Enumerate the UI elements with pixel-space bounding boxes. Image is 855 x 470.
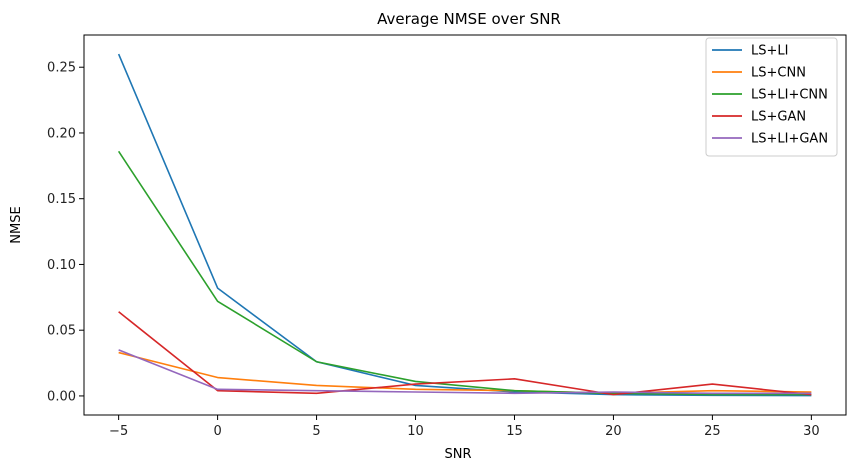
y-tick-label: 0.00 bbox=[47, 389, 76, 404]
legend-label: LS+LI bbox=[751, 44, 788, 59]
plot-frame bbox=[83, 34, 847, 416]
x-axis-label: SNR bbox=[444, 447, 471, 462]
series-line-ls-gan bbox=[118, 311, 812, 396]
y-tick-label: 0.20 bbox=[47, 126, 76, 141]
y-tick-label: 0.15 bbox=[47, 192, 76, 207]
y-tick-label: 0.10 bbox=[47, 258, 76, 273]
y-tick-label: 0.25 bbox=[47, 61, 76, 76]
x-tick-label: 0 bbox=[213, 424, 221, 439]
series-line-ls-li-gan bbox=[118, 349, 812, 395]
x-tick-label: 10 bbox=[407, 424, 424, 439]
legend-label: LS+CNN bbox=[751, 66, 806, 81]
x-tick-label: −5 bbox=[109, 424, 128, 439]
x-axis: −5 0 5 10 15 20 25 30 bbox=[109, 415, 820, 439]
legend-label: LS+LI+CNN bbox=[751, 88, 828, 103]
x-tick-label: 15 bbox=[506, 424, 523, 439]
chart-title: Average NMSE over SNR bbox=[377, 10, 561, 28]
x-tick-label: 5 bbox=[312, 424, 320, 439]
x-tick-label: 30 bbox=[803, 424, 820, 439]
plot-area bbox=[117, 53, 812, 397]
legend-label: LS+LI+GAN bbox=[751, 132, 828, 147]
series-line-ls-cnn bbox=[118, 351, 812, 395]
legend-label: LS+GAN bbox=[751, 110, 806, 125]
y-axis: 0.00 0.05 0.10 0.15 0.20 0.25 bbox=[47, 61, 84, 404]
x-tick-label: 20 bbox=[605, 424, 622, 439]
series-line-ls-li-cnn bbox=[117, 150, 812, 396]
legend: LS+LI LS+CNN LS+LI+CNN LS+GAN LS+LI+GAN bbox=[705, 37, 838, 157]
legend-box bbox=[705, 37, 838, 157]
x-tick-label: 25 bbox=[704, 424, 721, 439]
y-axis-label: NMSE bbox=[9, 206, 24, 243]
y-tick-label: 0.05 bbox=[47, 324, 76, 339]
